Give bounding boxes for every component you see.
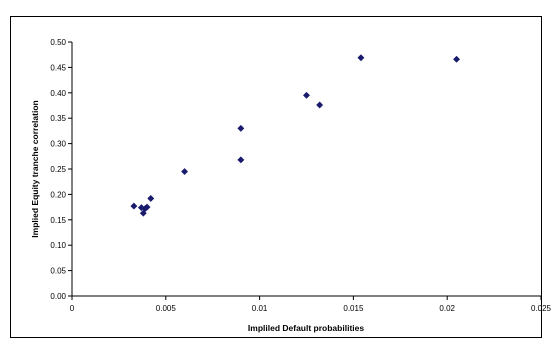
x-tick-label: 0.025: [531, 304, 552, 313]
x-axis-ticks: 0 0.005 0.01 0.015 0.02 0.025: [70, 296, 552, 313]
data-point: [237, 124, 245, 132]
y-tick-label: 0.30: [50, 140, 66, 149]
data-points: [130, 54, 461, 217]
x-tick-label: 0.005: [156, 304, 177, 313]
y-tick-label: 0.25: [50, 165, 66, 174]
data-point: [316, 101, 324, 109]
y-tick-label: 0.35: [50, 114, 66, 123]
data-point: [453, 55, 461, 63]
y-tick-label: 0.20: [50, 190, 66, 199]
x-tick-label: 0.01: [252, 304, 268, 313]
y-tick-label: 0.00: [50, 292, 66, 301]
y-tick-label: 0.10: [50, 241, 66, 250]
y-tick-label: 0.15: [50, 216, 66, 225]
y-tick-label: 0.05: [50, 267, 66, 276]
x-tick-label: 0.02: [439, 304, 455, 313]
y-tick-label: 0.50: [50, 38, 66, 47]
data-point: [130, 202, 138, 210]
y-tick-label: 0.45: [50, 63, 66, 72]
x-axis-title: Impliled Default probabilities: [248, 323, 364, 333]
x-tick-label: 0: [70, 304, 75, 313]
data-point: [237, 156, 245, 164]
plot-area: [72, 42, 541, 296]
data-point: [357, 54, 365, 62]
y-tick-label: 0.40: [50, 89, 66, 98]
x-tick-label: 0.015: [343, 304, 364, 313]
data-point: [302, 91, 311, 99]
data-point: [147, 194, 155, 203]
data-point: [143, 203, 151, 211]
y-axis-ticks: 0.00 0.05 0.10 0.15 0.20 0.25 0.30 0.35 0.40 0.45…: [50, 38, 72, 301]
data-point: [181, 167, 189, 176]
y-axis-title: Implied Equity tranche correlation: [30, 100, 40, 237]
